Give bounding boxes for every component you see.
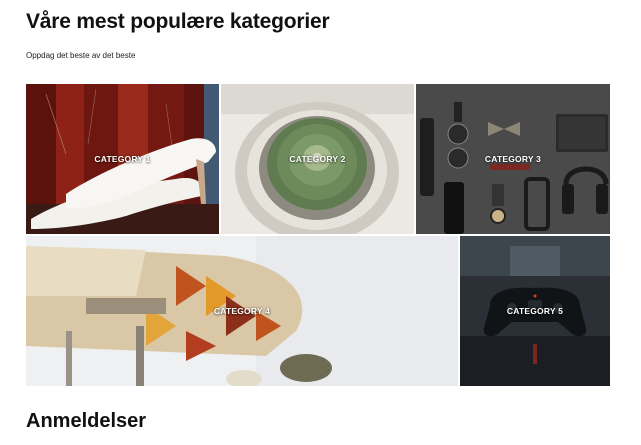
category-label: CATEGORY 2 — [289, 154, 346, 164]
category-label: CATEGORY 4 — [213, 306, 271, 316]
category-label: CATEGORY 1 — [94, 154, 151, 164]
reviews-title: Anmeldelser — [26, 410, 147, 432]
section-subtitle: Oppdag det beste av det beste — [26, 51, 136, 60]
category-tile-3[interactable]: CATEGORY 3 — [416, 84, 610, 234]
game-controller-image — [460, 236, 610, 386]
category-grid: CATEGORY 1 CATEGORY 2 — [26, 84, 610, 386]
category-tile-5[interactable]: CATEGORY 5 — [460, 236, 610, 386]
category-tile-4[interactable]: CATEGORY 4 — [26, 236, 458, 386]
section-title: Våre mest populære kategorier — [26, 10, 330, 33]
category-tile-1[interactable]: CATEGORY 1 — [26, 84, 219, 234]
cactus-image — [221, 84, 414, 234]
accessories-image — [416, 84, 610, 234]
white-heels-image — [26, 84, 219, 234]
category-label: CATEGORY 5 — [506, 306, 564, 316]
category-tile-2[interactable]: CATEGORY 2 — [221, 84, 414, 234]
category-label: CATEGORY 3 — [484, 154, 542, 164]
patterned-shoe-image — [26, 236, 458, 386]
